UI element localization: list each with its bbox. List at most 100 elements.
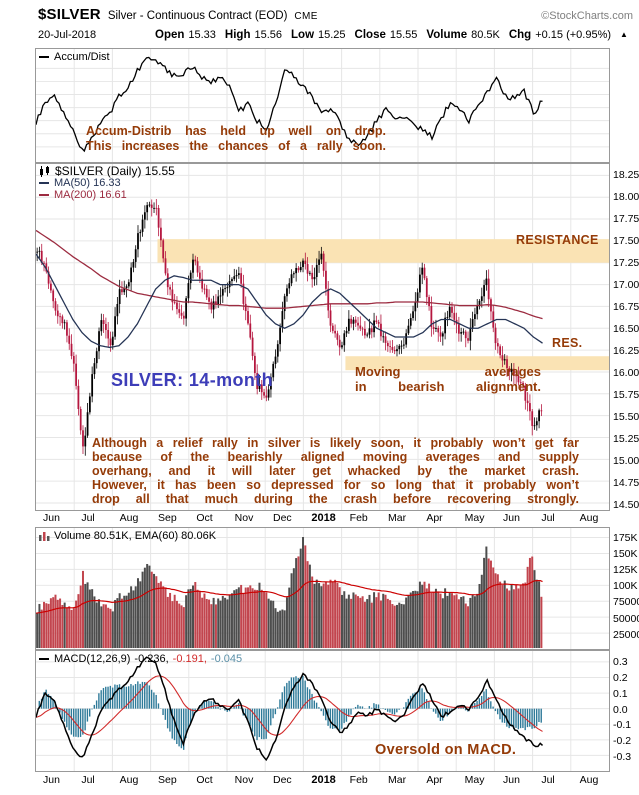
silver-14-month-label: SILVER: 14-month <box>111 370 274 390</box>
line-swatch-icon <box>39 56 49 58</box>
line-swatch-icon <box>39 194 49 196</box>
volume-chart <box>36 528 609 649</box>
x-month-label: May <box>464 512 485 524</box>
quote-label: High <box>224 29 251 41</box>
x-month-label: Mar <box>388 774 407 786</box>
quote-label: Close <box>354 29 386 41</box>
y-tick-label: 18.25 <box>613 169 639 182</box>
y-tick-label: 125K <box>613 564 638 577</box>
commentary-line: drop all that much during the crash befo… <box>92 492 579 506</box>
x-month-label: Dec <box>273 774 292 786</box>
y-tick-label: 17.75 <box>613 213 639 226</box>
line-swatch-icon <box>39 182 49 184</box>
x-month-label: Aug <box>119 512 139 524</box>
chart-header: $SILVER Silver - Continuous Contract (EO… <box>38 6 633 23</box>
x-month-label: Nov <box>234 512 254 524</box>
commentary-line: overhang, and it will later get whacked … <box>92 464 579 478</box>
y-tick-label: -0.3 <box>613 751 632 764</box>
volume-legend: Volume 80.51K, EMA(60) 80.06K <box>39 530 216 542</box>
y-tick-label: 16.75 <box>613 301 639 314</box>
macd-panel <box>35 650 610 772</box>
x-month-label: Jul <box>81 774 95 786</box>
y-tick-label: 17.25 <box>613 257 639 270</box>
y-tick-label: 15.75 <box>613 389 639 402</box>
y-tick-label: -0.1 <box>613 719 632 732</box>
y-tick-label: 16.50 <box>613 323 639 336</box>
candlestick-icon <box>40 165 49 177</box>
x-month-label: Mar <box>388 512 407 524</box>
y-tick-label: 15.50 <box>613 411 639 424</box>
x-month-label: Aug <box>119 774 139 786</box>
quote-label: Open <box>155 29 185 41</box>
y-tick-label: -0.2 <box>613 735 632 748</box>
commentary-paragraph: Although a relief rally in silver is lik… <box>92 436 579 506</box>
y-tick-label: 14.75 <box>613 477 639 489</box>
x-month-label: Apr <box>426 774 443 786</box>
histogram-icon <box>39 532 50 541</box>
accum-dist-panel <box>35 48 610 163</box>
x-month-label: Oct <box>196 512 213 524</box>
quote-value: 80.5K <box>471 29 500 41</box>
accum-dist-chart <box>36 49 609 162</box>
price-legend-title: $SILVER (Daily) 15.55 <box>39 164 175 178</box>
commentary-line: because of the bearishly aligned moving … <box>92 450 579 464</box>
quote-label: Volume <box>426 29 468 41</box>
quote-label: Chg <box>508 29 532 41</box>
y-tick-label: 15.25 <box>613 433 639 446</box>
y-tick-label: 75000 <box>613 596 639 609</box>
x-month-label: Feb <box>349 774 368 786</box>
quote-header: 20-Jul-2018 Open 15.33 High 15.56 Low 15.25 Cl… <box>38 25 633 43</box>
oversold-label: Oversold on MACD. <box>375 742 517 758</box>
res-label: RES. <box>552 336 583 350</box>
ma200-legend: MA(200) 16.61 <box>39 189 127 201</box>
quote-value: 15.33 <box>188 29 216 41</box>
y-tick-label: 17.00 <box>613 279 639 292</box>
accum-annotation: Accum-Distrib has held up well on drop. … <box>86 124 386 153</box>
y-tick-label: 175K <box>613 531 638 544</box>
commentary-line: Although a relief rally in silver is lik… <box>92 436 579 450</box>
accum-legend: Accum/Dist <box>39 51 110 63</box>
x-month-label: May <box>464 774 485 786</box>
x-month-label: Jul <box>541 512 555 524</box>
y-tick-label: 14.50 <box>613 498 639 511</box>
x-month-label: Jun <box>43 774 60 786</box>
x-month-label: Jul <box>81 512 95 524</box>
x-month-label: Oct <box>196 774 213 786</box>
quote-value: 15.55 <box>389 29 418 41</box>
stockcharts-brand: ©StockCharts.com <box>541 10 633 22</box>
y-tick-label: 0.2 <box>613 671 628 684</box>
y-tick-label: 150K <box>613 547 638 560</box>
x-month-label: 2018 <box>311 512 336 524</box>
macd-chart <box>36 651 609 771</box>
macd-legend: MACD(12,26,9) -0.236, -0.191, -0.045 <box>39 653 242 665</box>
y-tick-label: 50000 <box>613 612 639 625</box>
x-month-label: Jun <box>503 774 520 786</box>
quote-value: 15.56 <box>254 29 283 41</box>
symbol: $SILVER <box>38 6 101 23</box>
x-month-label: Apr <box>426 512 443 524</box>
y-tick-label: 0.3 <box>613 656 628 669</box>
price-panel <box>35 163 610 511</box>
quote-date: 20-Jul-2018 <box>38 29 97 41</box>
x-month-label: Sep <box>158 774 177 786</box>
x-month-label: Jun <box>43 512 60 524</box>
quote-label: Low <box>291 29 315 41</box>
ma50-legend: MA(50) 16.33 <box>39 177 121 189</box>
x-month-label: Jul <box>541 774 555 786</box>
y-tick-label: 16.00 <box>613 367 639 380</box>
commentary-line: However, it has been so depressed for so… <box>92 478 579 492</box>
y-tick-label: 16.25 <box>613 345 639 358</box>
exchange: CME <box>294 11 318 22</box>
volume-panel <box>35 527 610 650</box>
x-month-label: Sep <box>158 512 177 524</box>
y-tick-label: 17.50 <box>613 235 639 248</box>
change-up-arrow-icon: ▲ <box>620 30 628 39</box>
y-tick-label: 15.00 <box>613 455 639 468</box>
x-month-label: Jun <box>503 512 520 524</box>
y-tick-label: 18.00 <box>613 191 639 204</box>
symbol-description: Silver - Continuous Contract (EOD) <box>107 10 288 22</box>
x-month-label: Nov <box>234 774 254 786</box>
resistance-label: RESISTANCE <box>516 233 599 247</box>
line-swatch-icon <box>39 658 49 660</box>
